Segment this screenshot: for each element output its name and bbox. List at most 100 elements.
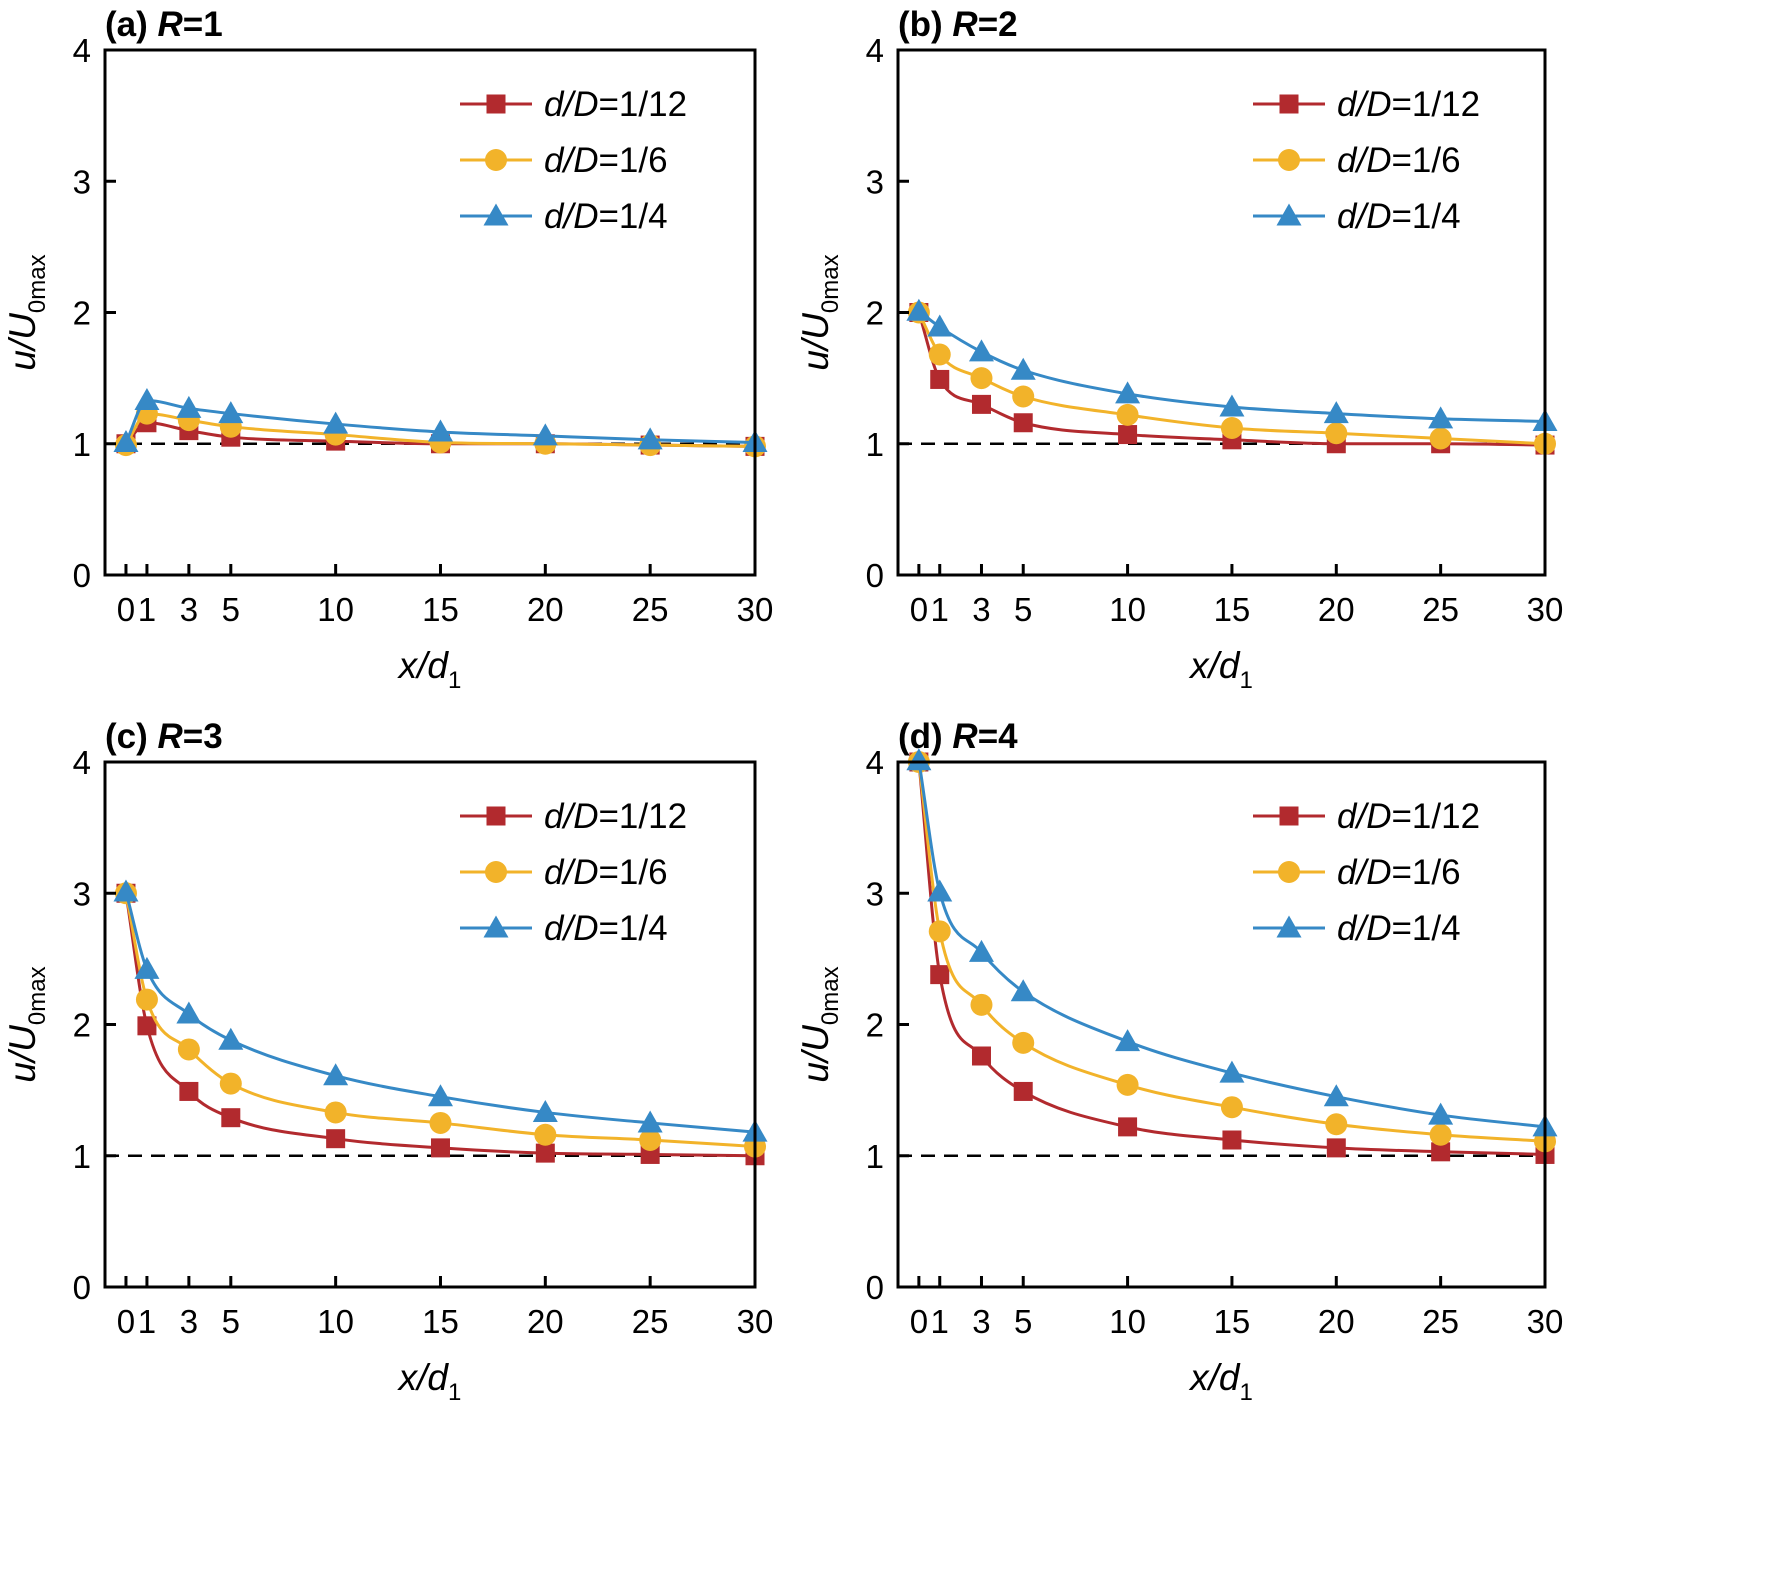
- text-span: x/d: [397, 1357, 450, 1398]
- series-line: [124, 398, 756, 444]
- text-span: =1/6: [1391, 141, 1460, 180]
- data-point: [927, 879, 953, 902]
- x-tick-label: 20: [527, 1303, 564, 1340]
- text-span: d/D: [1337, 853, 1391, 892]
- legend-marker: [1278, 861, 1300, 883]
- x-tick-label: 20: [527, 591, 564, 628]
- legend-marker: [1279, 806, 1299, 826]
- data-point: [134, 956, 160, 979]
- data-point: [218, 1027, 244, 1050]
- data-point: [1219, 394, 1245, 417]
- legend: d/D=1/12d/D=1/6d/D=1/4: [1253, 797, 1480, 948]
- x-tick-label: 10: [317, 1303, 354, 1340]
- text-span: =1/4: [1391, 197, 1460, 236]
- legend-label: d/D=1/12: [544, 797, 687, 836]
- text-span: d/D: [1337, 141, 1391, 180]
- legend-entry: d/D=1/12: [460, 85, 687, 124]
- y-tick-label: 4: [866, 32, 884, 69]
- legend-marker: [485, 861, 507, 883]
- legend-label: d/D=1/6: [544, 141, 668, 180]
- legend: d/D=1/12 d/D=1/6 d/D=1/4: [460, 85, 687, 236]
- text-span: d/D: [1337, 85, 1391, 124]
- x-tick-label: 5: [1014, 1303, 1032, 1340]
- y-tick-label: 2: [73, 1007, 91, 1044]
- data-point: [535, 1143, 555, 1163]
- data-point: [134, 387, 160, 410]
- data-point: [968, 939, 994, 962]
- x-tick-label: 0: [117, 1303, 135, 1340]
- data-point: [906, 748, 932, 771]
- y-axis-label: u/U0max: [795, 254, 844, 370]
- series-line: [124, 891, 756, 1134]
- text-span: =1/12: [598, 85, 687, 124]
- x-tick-label: 30: [1527, 591, 1564, 628]
- y-tick-label: 1: [73, 1138, 91, 1175]
- data-point: [1431, 1142, 1451, 1162]
- data-point: [218, 401, 244, 424]
- x-tick-label: 0: [117, 591, 135, 628]
- text-span: =4: [978, 717, 1018, 756]
- data-point: [1429, 1123, 1452, 1146]
- text-span: d/D: [1337, 197, 1391, 236]
- legend-entry: d/D=1/12: [1253, 85, 1480, 124]
- data-point: [1115, 1029, 1141, 1052]
- data-point: [1219, 1060, 1245, 1083]
- series-d4: [906, 748, 1558, 1137]
- legend: d/D=1/12d/D=1/6d/D=1/4: [460, 797, 687, 948]
- legend-entry: d/D=1/6: [460, 853, 668, 892]
- x-tick-label: 1: [931, 591, 949, 628]
- text-span: x/d: [1188, 1357, 1241, 1398]
- y-tick-label: 4: [73, 32, 91, 69]
- y-tick-label: 0: [73, 557, 91, 594]
- data-point: [1118, 425, 1138, 445]
- x-tick-label: 30: [1527, 1303, 1564, 1340]
- text-span: =1/6: [598, 853, 667, 892]
- x-tick-label: 5: [222, 1303, 240, 1340]
- text-span: d/D: [544, 141, 598, 180]
- legend-entry: d/D=1/4: [460, 197, 668, 236]
- text-span: =1/12: [1391, 797, 1480, 836]
- x-tick-label: 25: [1422, 591, 1459, 628]
- x-tick-label: 1: [931, 1303, 949, 1340]
- text-span: =1/12: [598, 797, 687, 836]
- series-d4: [113, 879, 768, 1142]
- text-span: d/D: [544, 853, 598, 892]
- data-point: [928, 920, 951, 943]
- data-point: [971, 394, 991, 414]
- legend-marker: [483, 915, 509, 938]
- legend-entry: d/D=1/6: [1253, 853, 1461, 892]
- x-tick-label: 3: [180, 591, 198, 628]
- text-span: =1/6: [598, 141, 667, 180]
- data-point: [1323, 401, 1349, 424]
- text-span: =1/6: [1391, 853, 1460, 892]
- y-tick-label: 3: [866, 875, 884, 912]
- data-point: [532, 423, 558, 446]
- legend-entry: d/D=1/12: [460, 797, 687, 836]
- text-span: 0max: [24, 254, 51, 313]
- x-axis-label: x/d1: [1188, 645, 1253, 694]
- data-point: [1012, 1031, 1035, 1054]
- series-d12: [909, 752, 1555, 1164]
- y-tick-label: 2: [866, 295, 884, 332]
- text-span: 0max: [817, 966, 844, 1025]
- data-point: [1115, 381, 1141, 404]
- legend-entry: d/D=1/4: [460, 909, 668, 948]
- legend: d/D=1/12d/D=1/6d/D=1/4: [1253, 85, 1480, 236]
- x-tick-label: 30: [737, 591, 774, 628]
- data-point: [930, 965, 950, 985]
- legend-entry: d/D=1/4: [1253, 197, 1461, 236]
- x-tick-label: 25: [632, 1303, 669, 1340]
- y-tick-label: 1: [73, 426, 91, 463]
- y-axis-label: u/U0max: [795, 966, 844, 1082]
- text-span: x/d: [397, 645, 450, 686]
- x-axis-label: x/d1: [397, 645, 462, 694]
- data-point: [427, 419, 453, 442]
- data-point: [1428, 406, 1454, 429]
- text-span: =3: [183, 717, 223, 756]
- data-point: [324, 1101, 347, 1124]
- data-point: [326, 1129, 346, 1149]
- data-point: [1323, 1084, 1349, 1107]
- data-point: [323, 411, 349, 434]
- data-point: [971, 1046, 991, 1066]
- text-span: =1/4: [598, 909, 667, 948]
